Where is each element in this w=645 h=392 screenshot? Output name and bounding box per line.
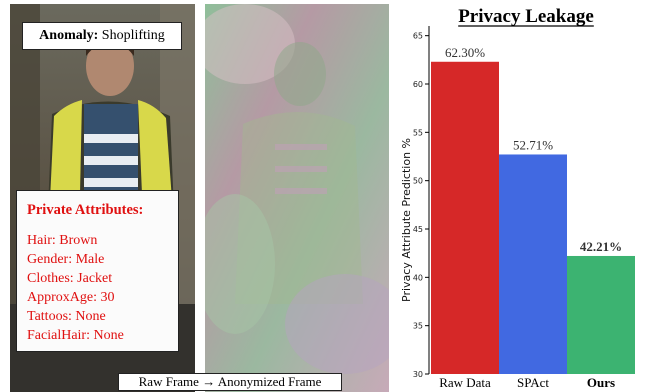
bar-spact	[499, 154, 567, 374]
attribute-age: ApproxAge: 30	[27, 290, 115, 305]
attribute-hair: Hair: Brown	[27, 233, 98, 248]
attribute-gender: Gender: Male	[27, 252, 105, 267]
value-label: 42.21%	[580, 239, 622, 254]
frame-caption: Raw Frame → Anonymized Frame	[118, 373, 342, 391]
value-label: 62.30%	[445, 45, 485, 60]
attribute-facial-hair: FacialHair: None	[27, 328, 124, 343]
value-label: 52.71%	[513, 137, 553, 152]
private-attributes-box: Private Attributes: Hair: Brown Gender: …	[16, 190, 179, 352]
caption-anonymized-frame: Anonymized Frame	[217, 374, 322, 389]
arrow-right-icon: →	[202, 374, 216, 389]
y-tick-label: 60	[413, 80, 423, 89]
y-tick-label: 55	[413, 128, 423, 137]
private-attributes-title: Private Attributes:	[27, 202, 144, 218]
y-axis-label: Privacy Attribute Prediction %	[400, 138, 413, 302]
anonymized-frame-image	[205, 4, 389, 392]
y-tick-label: 35	[413, 322, 423, 331]
y-tick-label: 65	[413, 32, 423, 41]
category-label: SPAct	[517, 375, 549, 390]
bar-raw-data	[431, 61, 499, 375]
y-tick-label: 50	[413, 177, 423, 186]
attribute-clothes: Clothes: Jacket	[27, 271, 113, 286]
y-tick-label: 45	[413, 225, 423, 234]
privacy-leakage-chart: Privacy Leakage Privacy Attribute Predic…	[400, 6, 635, 390]
bar-ours	[567, 255, 635, 374]
attribute-tattoos: Tattoos: None	[27, 309, 106, 324]
anomaly-label-box: Anomaly: Shoplifting	[22, 22, 182, 50]
image-panel: Anomaly: Shoplifting Private Attributes:…	[10, 4, 389, 392]
chart-title: Privacy Leakage	[458, 6, 594, 27]
y-tick-label: 40	[413, 273, 423, 282]
category-label: Ours	[587, 375, 615, 390]
anomaly-label: Anomaly:	[39, 28, 99, 43]
anomaly-value: Shoplifting	[101, 28, 165, 43]
y-tick-label: 30	[413, 370, 423, 379]
caption-raw-frame: Raw Frame	[138, 374, 199, 389]
category-label: Raw Data	[439, 375, 491, 390]
